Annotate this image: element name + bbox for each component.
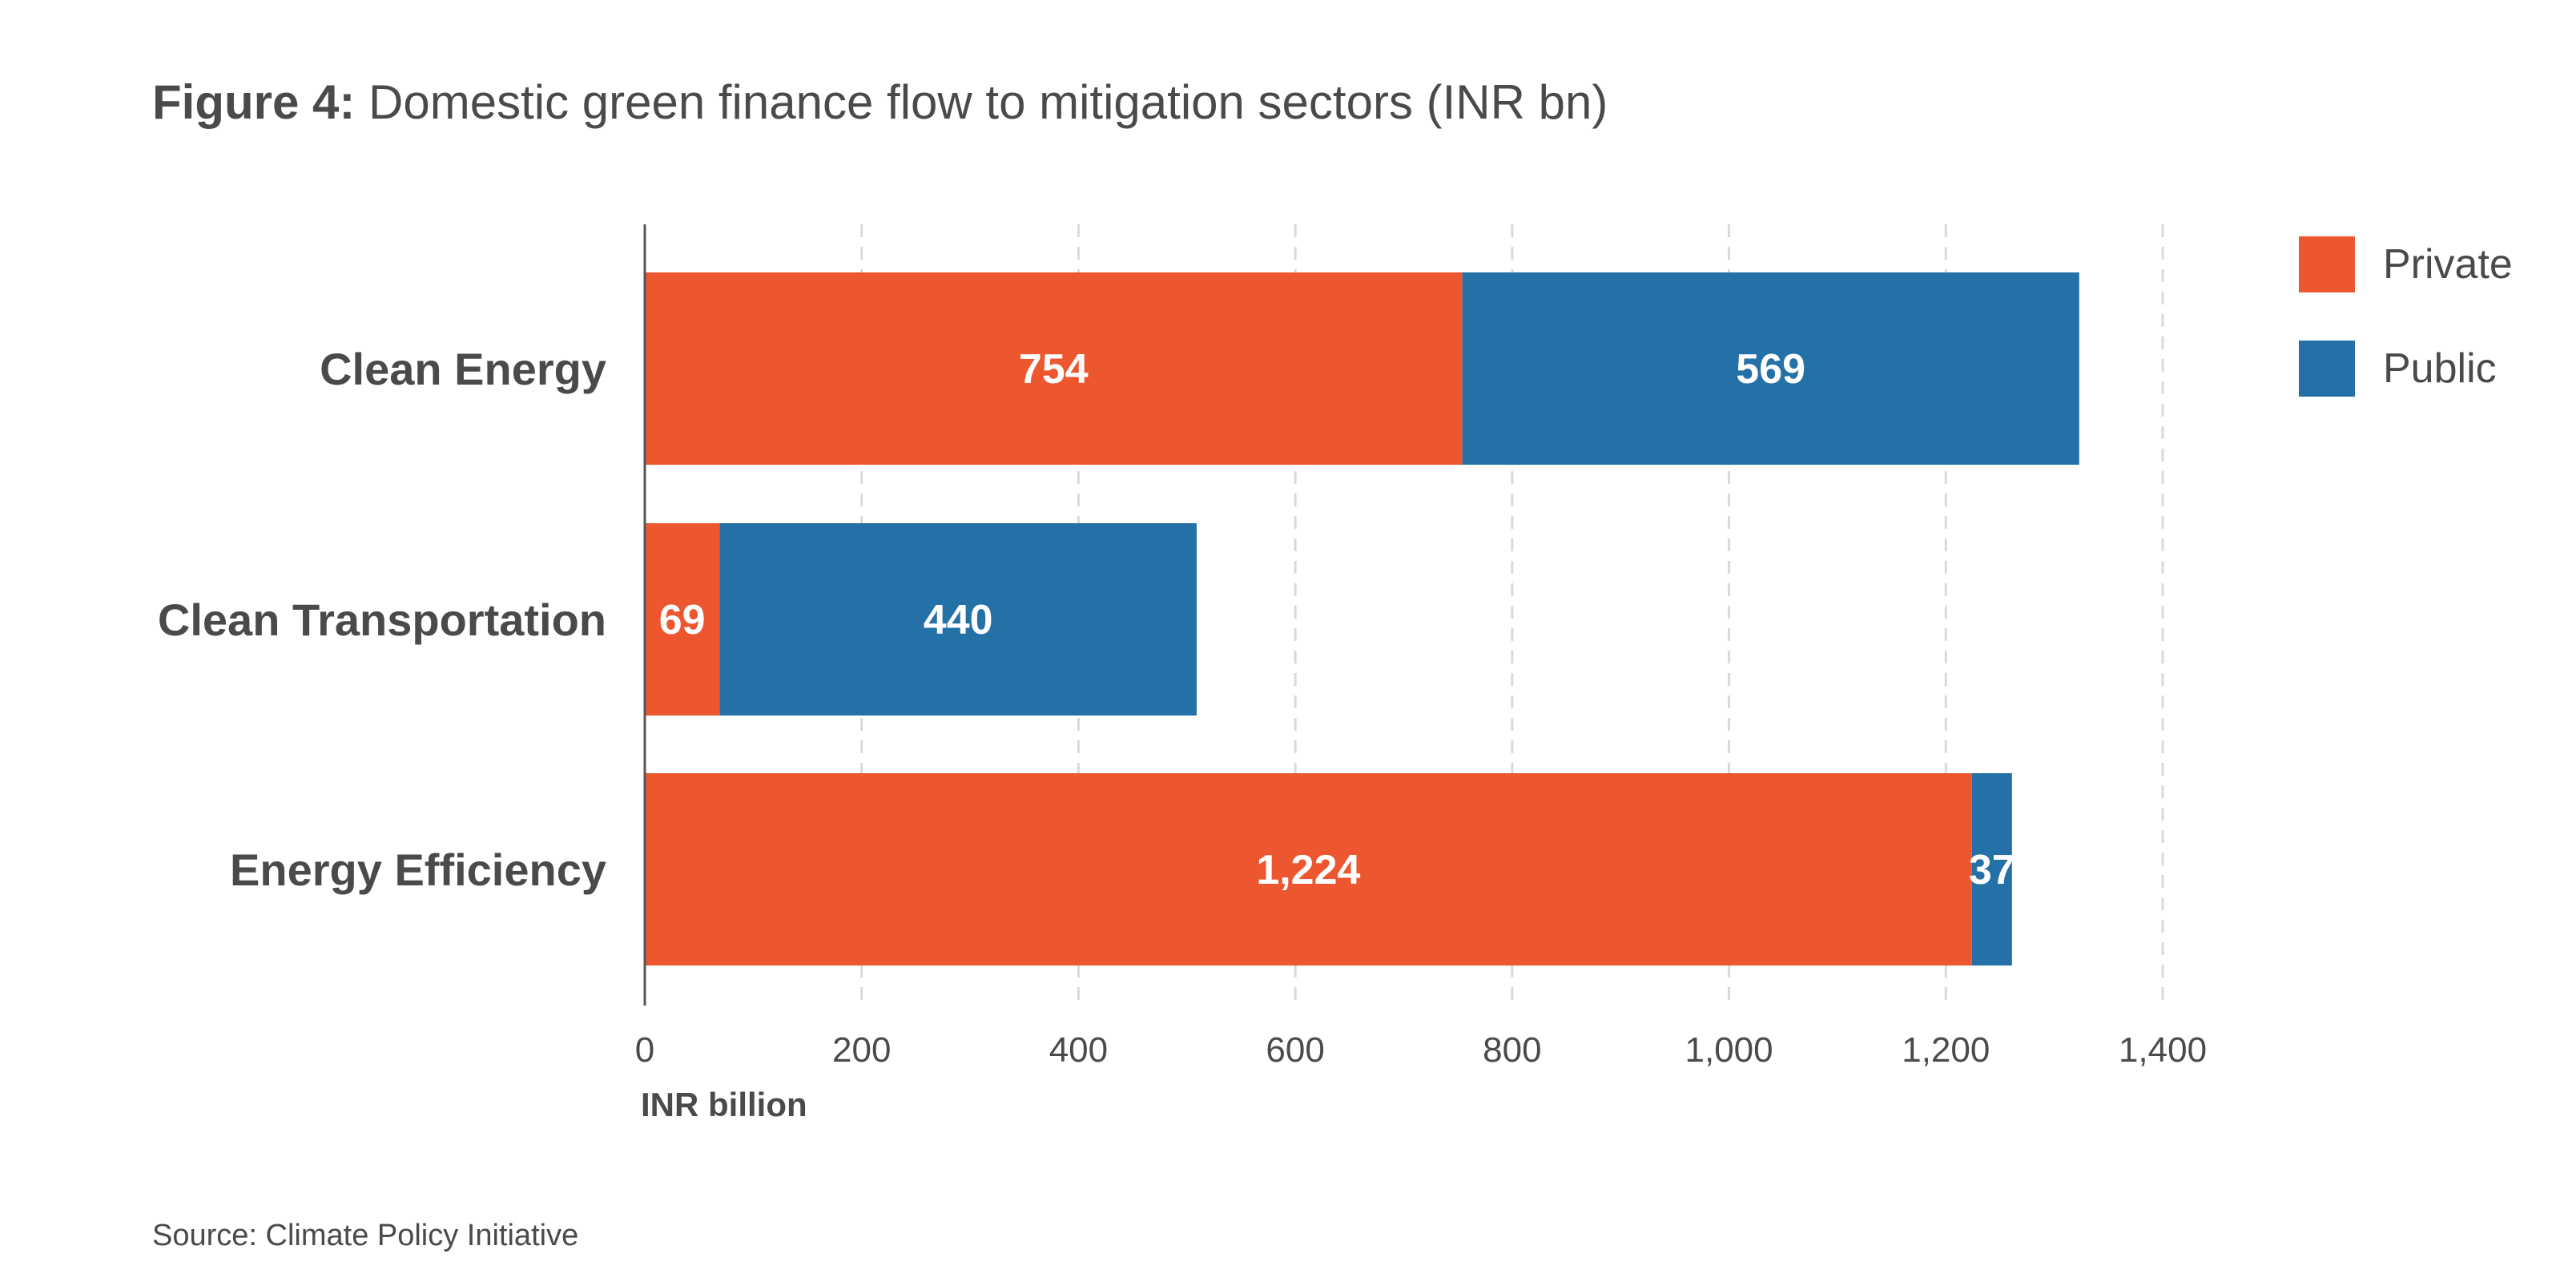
source-note: Source: Climate Policy Initiative [152,1219,578,1252]
bar-segment-private [645,272,1463,465]
x-tick-label: 1,400 [2119,1030,2207,1070]
bar-segment-private [645,523,720,716]
x-axis-label: INR billion [641,1086,807,1123]
data-label: 440 [924,597,993,643]
legend-swatch-public [2299,341,2355,397]
category-label: Clean Transportation [158,595,606,645]
chart-title-text: Domestic green finance flow to mitigatio… [368,75,1608,129]
category-label: Energy Efficiency [230,845,606,895]
x-tick-label: 1,200 [1902,1030,1990,1070]
data-label: 754 [1019,346,1089,393]
legend-label: Private [2383,241,2513,288]
x-tick-label: 600 [1266,1030,1324,1070]
bar-segment-public [719,523,1197,716]
category-label: Clean Energy [320,344,606,394]
data-label: 569 [1736,346,1805,393]
x-tick-label: 400 [1049,1030,1108,1070]
x-tick-label: 800 [1483,1030,1541,1070]
data-label: 1,224 [1256,847,1360,893]
bars: 754 569 69 440 1,224 37 [645,272,2079,966]
x-tick-label: 200 [832,1030,891,1070]
legend-swatch-private [2299,236,2355,292]
data-label: 37 [1969,847,2015,893]
x-tick-label: 1,000 [1685,1030,1773,1070]
bar-segment-private [645,773,1972,966]
bar-segment-public [1462,272,2079,465]
legend: Private Public [2299,236,2513,397]
legend-label: Public [2383,345,2497,392]
x-tick-label: 0 [635,1030,654,1070]
chart-title: Figure 4: Domestic green finance flow to… [152,75,1608,129]
axes: 0 200 400 600 800 1,000 1,200 1,400 Clean Energy… [158,224,2207,1070]
chart-title-prefix: Figure 4: [152,75,355,129]
data-label: 69 [659,597,706,643]
bar-segment-public [1971,773,2012,966]
